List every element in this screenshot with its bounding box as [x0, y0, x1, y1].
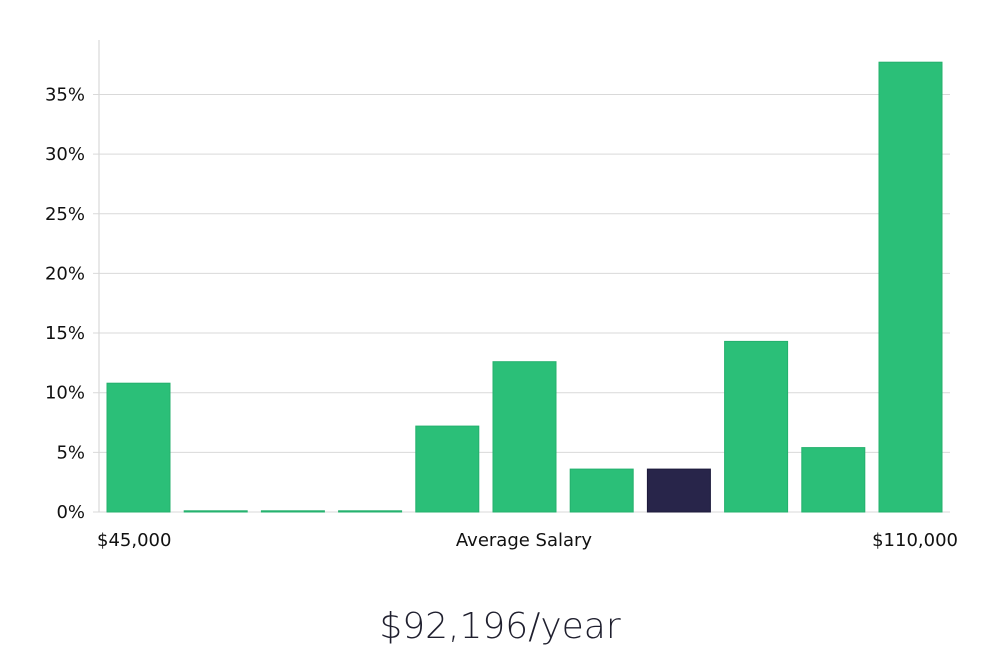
- y-tick-label: 5%: [56, 442, 85, 463]
- y-axis-ticks: 0% 5% 10% 15% 20% 25% 30% 35%: [45, 84, 85, 523]
- y-tick-label: 30%: [45, 144, 85, 165]
- x-axis-min-label: $45,000: [97, 530, 171, 551]
- bar: [338, 510, 403, 513]
- y-tick-label: 25%: [45, 204, 85, 225]
- bar: [492, 361, 557, 513]
- bar: [260, 510, 325, 513]
- bar: [106, 382, 171, 513]
- bar: [878, 61, 943, 513]
- salary-distribution-chart: 0% 5% 10% 15% 20% 25% 30% 35% $45,000 Average S…: [45, 40, 958, 551]
- y-tick-label: 15%: [45, 323, 85, 344]
- bar: [183, 510, 248, 513]
- bar-highlighted: [646, 468, 711, 513]
- x-axis-max-label: $110,000: [872, 530, 958, 551]
- x-axis-title: Average Salary: [456, 530, 593, 551]
- bar: [569, 468, 634, 513]
- average-salary-summary: $92,196/year: [379, 606, 621, 647]
- bar: [724, 340, 789, 513]
- bars: [106, 61, 943, 513]
- bar: [415, 425, 480, 513]
- bar: [801, 447, 866, 513]
- y-tick-label: 0%: [56, 502, 85, 523]
- y-tick-label: 35%: [45, 84, 85, 105]
- y-tick-label: 20%: [45, 263, 85, 284]
- y-tick-label: 10%: [45, 383, 85, 404]
